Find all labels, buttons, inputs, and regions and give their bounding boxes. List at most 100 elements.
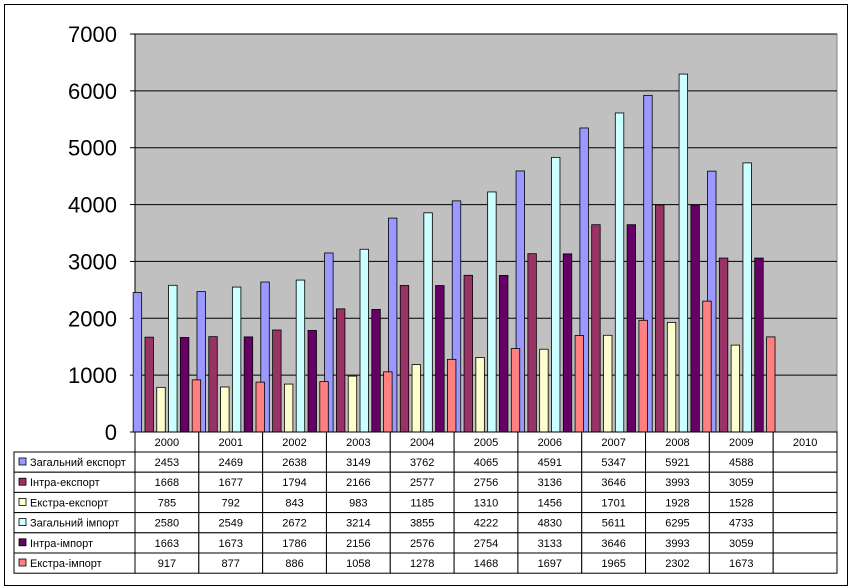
legend-key bbox=[18, 518, 27, 526]
data-label: 3993 bbox=[665, 477, 689, 489]
bar bbox=[423, 212, 433, 433]
data-label: 3059 bbox=[729, 477, 753, 489]
data-label: 1663 bbox=[155, 538, 179, 550]
bar bbox=[666, 321, 677, 433]
data-label: 2302 bbox=[665, 558, 689, 570]
legend-key bbox=[18, 558, 27, 567]
bar bbox=[754, 257, 764, 433]
data-label: 1673 bbox=[729, 558, 753, 570]
legend-label: Загальний експорт bbox=[30, 457, 126, 469]
bar bbox=[383, 371, 393, 433]
x-tick-label: 2004 bbox=[410, 437, 434, 449]
data-label: 2638 bbox=[282, 457, 306, 469]
bar bbox=[475, 357, 485, 433]
legend-label: Інтра-імпорт bbox=[30, 538, 93, 550]
bar bbox=[168, 284, 178, 433]
bar bbox=[591, 224, 601, 433]
bar bbox=[510, 348, 521, 433]
legend-key bbox=[18, 457, 27, 466]
data-label: 3762 bbox=[410, 457, 434, 469]
data-label: 4830 bbox=[538, 518, 562, 530]
bar bbox=[655, 204, 665, 433]
data-label: 1468 bbox=[474, 558, 498, 570]
x-tick-label: 2010 bbox=[793, 437, 817, 449]
data-label: 886 bbox=[285, 558, 303, 570]
legend-key bbox=[18, 497, 27, 506]
legend-label: Загальний імпорт bbox=[30, 518, 119, 530]
data-label: 1965 bbox=[601, 558, 625, 570]
bar bbox=[399, 285, 410, 433]
data-label: 2672 bbox=[282, 518, 306, 530]
x-tick-label: 2002 bbox=[282, 437, 306, 449]
data-label: 1058 bbox=[346, 558, 370, 570]
data-label: 2580 bbox=[155, 518, 179, 530]
bar bbox=[255, 381, 265, 433]
data-label: 2576 bbox=[410, 538, 434, 550]
bar bbox=[678, 73, 689, 433]
bar bbox=[614, 112, 625, 433]
data-label: 2166 bbox=[346, 477, 370, 489]
data-label: 5921 bbox=[665, 457, 689, 469]
bar bbox=[603, 334, 613, 433]
bar bbox=[539, 348, 549, 433]
y-axis: 0 1000 2000 3000 4000 5000 6000 7000 bbox=[68, 22, 136, 445]
data-label: 3136 bbox=[538, 477, 562, 489]
data-label: 1278 bbox=[410, 558, 434, 570]
bar bbox=[718, 257, 729, 433]
bar bbox=[179, 337, 190, 433]
data-label: 2756 bbox=[474, 477, 498, 489]
bar bbox=[730, 344, 741, 433]
data-label: 5611 bbox=[602, 518, 626, 530]
bar bbox=[208, 336, 218, 433]
legend-key bbox=[18, 477, 27, 486]
data-label: 3855 bbox=[410, 518, 434, 530]
bar bbox=[499, 275, 509, 433]
bar bbox=[638, 319, 648, 433]
legend-label: Екстра-імпорт bbox=[30, 558, 102, 570]
data-label: 4588 bbox=[729, 457, 753, 469]
data-label: 983 bbox=[349, 497, 367, 509]
x-tick-label: 2001 bbox=[218, 437, 242, 449]
y-tick-label: 4000 bbox=[68, 193, 117, 218]
x-tick-label: 2000 bbox=[155, 437, 179, 449]
data-label: 6295 bbox=[665, 518, 689, 530]
bar bbox=[527, 253, 537, 433]
y-tick-label: 0 bbox=[105, 420, 117, 445]
data-label: 3149 bbox=[346, 457, 370, 469]
bar bbox=[319, 381, 329, 433]
data-label: 1794 bbox=[282, 477, 306, 489]
bar bbox=[156, 386, 166, 433]
data-label: 792 bbox=[222, 497, 240, 509]
data-label: 3133 bbox=[538, 538, 562, 550]
data-label: 1456 bbox=[538, 497, 562, 509]
data-label: 1697 bbox=[538, 558, 562, 570]
y-tick-label: 6000 bbox=[68, 79, 117, 104]
bar bbox=[562, 253, 573, 433]
x-tick-label: 2007 bbox=[601, 437, 625, 449]
bar bbox=[336, 308, 346, 433]
bar bbox=[766, 336, 776, 433]
bar bbox=[435, 285, 445, 433]
data-label: 1701 bbox=[601, 497, 625, 509]
legend-key bbox=[18, 538, 27, 547]
data-label: 4733 bbox=[729, 518, 753, 530]
bar bbox=[626, 224, 636, 433]
data-label: 1185 bbox=[410, 497, 434, 509]
bar bbox=[463, 274, 473, 433]
data-label: 3214 bbox=[346, 518, 370, 530]
bar bbox=[132, 292, 143, 433]
y-tick-label: 7000 bbox=[68, 22, 117, 47]
bar bbox=[231, 286, 242, 433]
data-label: 1528 bbox=[729, 497, 753, 509]
data-label: 843 bbox=[285, 497, 303, 509]
data-label: 917 bbox=[158, 558, 176, 570]
data-label: 2754 bbox=[474, 538, 498, 550]
bar bbox=[359, 248, 369, 433]
bar bbox=[371, 309, 381, 433]
x-tick-label: 2008 bbox=[665, 437, 689, 449]
data-label: 1673 bbox=[218, 538, 242, 550]
data-label: 2577 bbox=[410, 477, 434, 489]
bar bbox=[307, 330, 317, 433]
data-label: 785 bbox=[158, 497, 176, 509]
